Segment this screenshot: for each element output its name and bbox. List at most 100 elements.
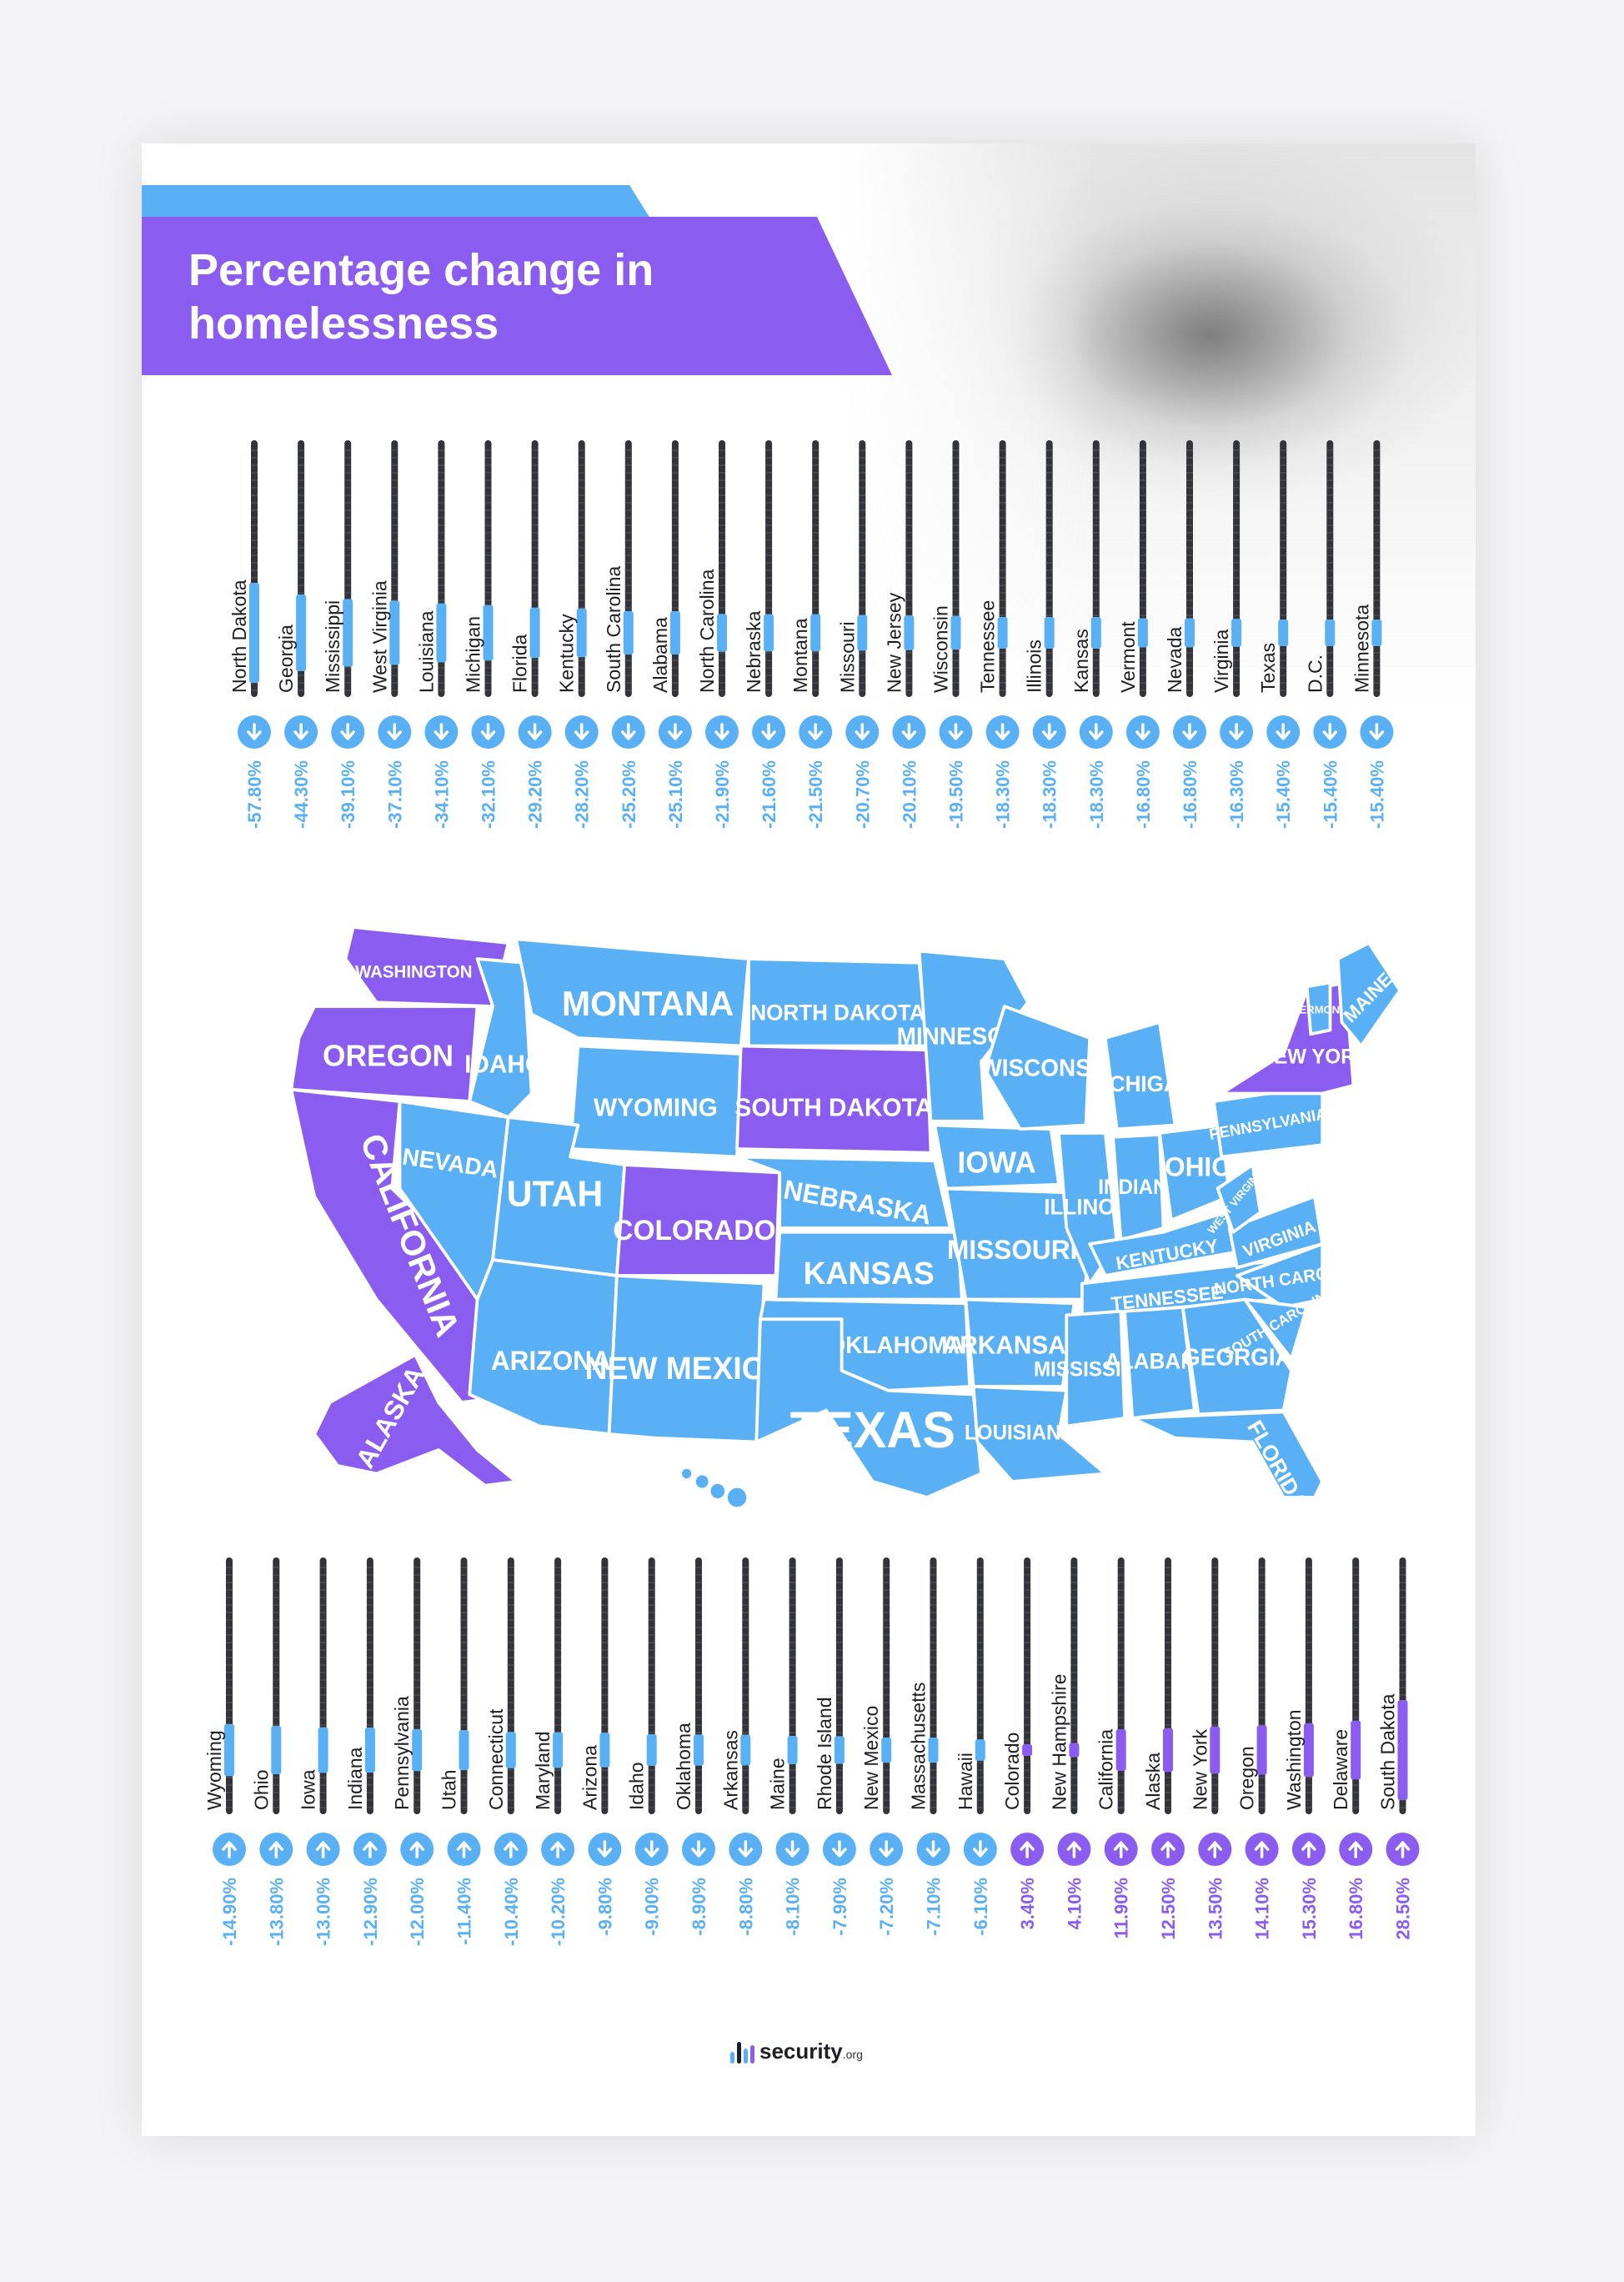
infographic-poster: Percentage change in homelessness North … xyxy=(142,143,1476,2136)
bar-item: Maine -8.10% xyxy=(767,1557,809,1936)
map-state-label: SOUTH DAKOTA xyxy=(735,1094,933,1121)
category-label: South Dakota xyxy=(1377,1693,1399,1810)
bar-item: Illinois -18.30% xyxy=(1024,440,1066,829)
arrow-down-icon xyxy=(1313,715,1347,749)
map-state-label: LOUISIANA xyxy=(965,1422,1075,1444)
value-label: -21.90% xyxy=(712,760,733,829)
arrow-down-icon xyxy=(963,1833,997,1866)
bar-item: North Carolina -21.90% xyxy=(696,440,739,829)
value-label: -57.80% xyxy=(244,760,265,829)
bar xyxy=(1303,1723,1314,1778)
bar-item: Nevada -16.80% xyxy=(1164,440,1206,829)
bar xyxy=(1022,1743,1033,1757)
bar xyxy=(436,603,447,663)
map-state-label: COLORADO xyxy=(613,1214,775,1246)
map-state-label: MICHIGAN xyxy=(1085,1071,1195,1096)
bar-item: Wyoming -14.90% xyxy=(203,1557,246,1946)
category-label: Wyoming xyxy=(203,1730,225,1810)
bar xyxy=(576,608,587,658)
decrease-bar-chart: North Dakota -57.80% Georgia -44.30% Mississ… xyxy=(228,440,1394,829)
category-label: Nevada xyxy=(1164,627,1185,693)
bar-item: Virginia -16.30% xyxy=(1210,440,1254,829)
map-state-south-dakota: SOUTH DAKOTA xyxy=(735,1044,933,1155)
arrow-down-icon xyxy=(682,1833,715,1866)
bar-item: Pennsylvania -12.00% xyxy=(391,1557,434,1946)
category-label: D.C. xyxy=(1304,655,1326,693)
value-label: -8.90% xyxy=(689,1878,709,1936)
bar-item: Maryland -10.20% xyxy=(532,1557,575,1946)
category-label: New Hampshire xyxy=(1048,1673,1070,1810)
map-state-missouri: MISSOURI xyxy=(945,1186,1092,1301)
map-state-label: NEW YORK xyxy=(1260,1046,1371,1068)
arrow-down-icon xyxy=(471,715,505,749)
arrow-down-icon xyxy=(331,715,365,749)
bar-item: Mississippi -39.10% xyxy=(322,440,365,829)
map-state-label: WASHINGTON xyxy=(355,962,473,981)
value-label: -7.20% xyxy=(876,1878,897,1936)
bar-item: South Carolina -25.20% xyxy=(603,440,645,829)
bar-item: Georgia -44.30% xyxy=(275,440,318,829)
bar-item: Idaho -9.00% xyxy=(626,1557,669,1936)
map-state-label: IDAHO xyxy=(464,1051,544,1078)
arrow-down-icon xyxy=(1032,715,1066,749)
category-label: Michigan xyxy=(463,616,484,693)
map-state-label: OREGON xyxy=(323,1039,454,1072)
arrow-up-icon xyxy=(1339,1833,1373,1866)
bar-item: Texas -15.40% xyxy=(1257,440,1301,829)
bar-item: Ohio -13.80% xyxy=(250,1557,293,1946)
map-state-wisconsin: WISCONSIN xyxy=(980,1005,1115,1131)
arrow-up-icon xyxy=(1291,1833,1326,1866)
bar xyxy=(1351,1720,1361,1780)
category-label: Arkansas xyxy=(719,1730,741,1810)
bar xyxy=(740,1734,751,1766)
value-label: -11.40% xyxy=(454,1878,475,1945)
arrow-down-icon xyxy=(518,715,552,749)
arrow-down-icon xyxy=(564,715,599,749)
page-title: Percentage change in homelessness xyxy=(188,243,839,350)
arrow-up-icon xyxy=(541,1833,575,1866)
category-label: Washington xyxy=(1283,1709,1305,1810)
value-label: 28.50% xyxy=(1393,1878,1414,1940)
bar xyxy=(364,1727,375,1773)
arrow-up-icon xyxy=(1245,1833,1279,1866)
value-label: -15.40% xyxy=(1320,760,1341,829)
bar xyxy=(787,1735,798,1765)
bar xyxy=(1210,1726,1221,1774)
bar-item: North Dakota -57.80% xyxy=(228,440,271,829)
bar xyxy=(1044,617,1055,649)
category-label: Iowa xyxy=(298,1769,319,1810)
bar xyxy=(483,604,494,661)
value-label: 12.50% xyxy=(1158,1878,1179,1940)
bar-item: New York 13.50% xyxy=(1189,1557,1232,1940)
value-label: 14.10% xyxy=(1252,1878,1273,1940)
change-bar-chart: Wyoming -14.90% Ohio -13.80% Iowa -13.00% Indi… xyxy=(203,1557,1420,1946)
arrow-down-icon xyxy=(1173,715,1206,749)
category-label: Tennessee xyxy=(977,600,999,693)
value-label: -16.80% xyxy=(1180,760,1200,829)
category-label: Pennsylvania xyxy=(391,1696,413,1810)
bar xyxy=(904,615,915,650)
arrow-down-icon xyxy=(588,1833,622,1866)
value-label: -18.30% xyxy=(1040,760,1060,829)
background-photo xyxy=(842,143,1476,744)
arrow-down-icon xyxy=(752,715,786,749)
arrow-down-icon xyxy=(985,715,1020,749)
arrow-down-icon xyxy=(916,1833,950,1866)
arrow-down-icon xyxy=(705,715,739,749)
map-state-label: WISCONSIN xyxy=(980,1054,1114,1081)
value-label: -12.00% xyxy=(407,1878,428,1946)
bar xyxy=(389,600,400,665)
category-label: Connecticut xyxy=(485,1708,507,1810)
arrow-down-icon xyxy=(1125,715,1160,749)
hawaii-island xyxy=(727,1487,747,1507)
map-state-maine: MAINE xyxy=(1336,941,1401,1048)
map-state-michigan: MICHIGAN xyxy=(1085,1021,1195,1131)
map-state-montana: MONTANA xyxy=(514,937,750,1048)
arrow-down-icon xyxy=(658,715,692,749)
category-label: Colorado xyxy=(1001,1733,1023,1810)
category-label: Ohio xyxy=(250,1769,272,1810)
security-org-logo: security.org xyxy=(730,2036,863,2066)
value-label: -25.20% xyxy=(619,760,639,829)
bar xyxy=(1090,617,1101,649)
bar-item: Massachusetts -7.10% xyxy=(908,1557,950,1936)
